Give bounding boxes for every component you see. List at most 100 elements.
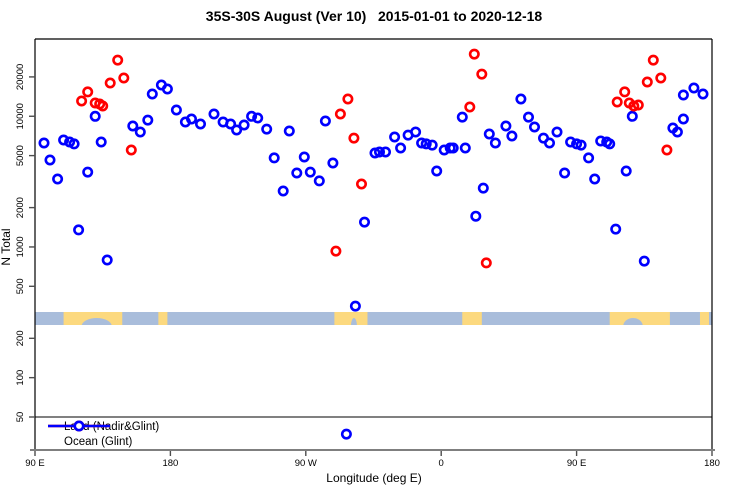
data-point-ocean — [697, 88, 709, 100]
data-point-land — [76, 95, 88, 107]
data-point-land — [632, 99, 644, 111]
data-point-ocean — [626, 110, 638, 122]
data-point-ocean — [543, 137, 555, 149]
data-point-ocean — [373, 146, 385, 158]
data-point-land — [641, 76, 653, 88]
data-point-ocean — [340, 428, 352, 440]
data-point-ocean — [620, 165, 632, 177]
data-point-land — [348, 132, 360, 144]
data-point-ocean — [426, 139, 438, 151]
data-point-ocean — [246, 110, 258, 122]
data-point-ocean — [638, 255, 650, 267]
data-point-ocean — [500, 120, 512, 132]
data-point-land — [464, 101, 476, 113]
data-point-ocean — [489, 137, 501, 149]
land-ocean-strip — [35, 312, 712, 325]
data-point-ocean — [277, 185, 289, 197]
data-point-ocean — [134, 126, 146, 138]
series-ocean — [38, 79, 709, 440]
y-tick-label: 2000 — [15, 197, 26, 218]
ocean-strip — [35, 312, 712, 325]
data-point-ocean — [238, 119, 250, 131]
x-tick-label: 0 — [439, 458, 444, 469]
data-point-land — [355, 178, 367, 190]
data-point-ocean — [291, 167, 303, 179]
data-point-ocean — [170, 104, 182, 116]
data-point-ocean — [677, 113, 689, 125]
data-point-ocean — [447, 142, 459, 154]
data-point-ocean — [52, 173, 64, 185]
data-point-ocean — [127, 120, 139, 132]
data-point-land — [611, 96, 623, 108]
data-point-land — [628, 100, 640, 112]
land-segment — [699, 312, 709, 325]
data-point-land — [476, 68, 488, 80]
y-tick-label: 5000 — [15, 145, 26, 166]
data-point-ocean — [298, 151, 310, 163]
data-point-ocean — [565, 136, 577, 148]
data-point-ocean — [431, 165, 443, 177]
data-point-ocean — [528, 121, 540, 133]
data-point-ocean — [44, 154, 56, 166]
x-tick-label: 90 W — [295, 458, 317, 469]
data-point-land — [480, 257, 492, 269]
data-point-land — [655, 72, 667, 84]
legend-label-land: Land (Nadir&Glint) — [64, 420, 160, 433]
x-tick-label: 180 — [162, 458, 178, 469]
land-segment — [334, 312, 368, 325]
data-point-ocean — [195, 118, 207, 130]
data-point-land — [104, 77, 116, 89]
data-point-ocean — [283, 125, 295, 137]
data-point-land — [97, 100, 109, 112]
data-point-ocean — [416, 137, 428, 149]
land-segment — [462, 312, 482, 325]
data-point-ocean — [456, 111, 468, 123]
data-point-ocean — [358, 216, 370, 228]
y-tick-label: 50 — [15, 412, 26, 423]
data-point-ocean — [252, 112, 264, 124]
legend-label-ocean: Ocean (Glint) — [64, 435, 133, 448]
data-point-land — [82, 86, 94, 98]
data-point-ocean — [38, 137, 50, 149]
data-point-land — [334, 108, 346, 120]
data-point-ocean — [101, 254, 113, 266]
data-point-ocean — [671, 126, 683, 138]
data-point-ocean — [319, 115, 331, 127]
y-tick-label: 100 — [15, 370, 26, 386]
ocean-inlet — [623, 318, 643, 325]
data-point-ocean — [688, 82, 700, 94]
data-point-ocean — [186, 113, 198, 125]
data-point-ocean — [459, 142, 471, 154]
data-point-ocean — [208, 108, 220, 120]
data-point-land — [661, 144, 673, 156]
data-point-ocean — [231, 124, 243, 136]
data-point-land — [342, 93, 354, 105]
x-tick-label: 90 E — [567, 458, 587, 469]
data-point-ocean — [313, 175, 325, 187]
data-point-ocean — [161, 83, 173, 95]
data-point-ocean — [595, 135, 607, 147]
data-point-ocean — [477, 182, 489, 194]
data-point-ocean — [68, 138, 80, 150]
ocean-inlet — [81, 318, 112, 325]
data-point-ocean — [82, 166, 94, 178]
data-point-ocean — [379, 146, 391, 158]
legend: Land (Nadir&Glint) Ocean (Glint) — [40, 419, 159, 449]
data-point-ocean — [483, 128, 495, 140]
x-tick-label: 90 E — [25, 458, 45, 469]
data-point-ocean — [575, 139, 587, 151]
y-axis-title: N Total — [0, 228, 13, 266]
data-point-ocean — [146, 88, 158, 100]
data-point-land — [330, 245, 342, 257]
data-point-ocean — [410, 126, 422, 138]
data-point-ocean — [225, 118, 237, 130]
y-tick-label: 20000 — [15, 64, 26, 90]
data-point-ocean — [583, 152, 595, 164]
data-point-ocean — [58, 134, 70, 146]
data-point-land — [112, 54, 124, 66]
data-point-land — [468, 48, 480, 60]
ocean-inlet — [350, 318, 357, 325]
data-point-ocean — [470, 210, 482, 222]
data-point-ocean — [349, 300, 361, 312]
